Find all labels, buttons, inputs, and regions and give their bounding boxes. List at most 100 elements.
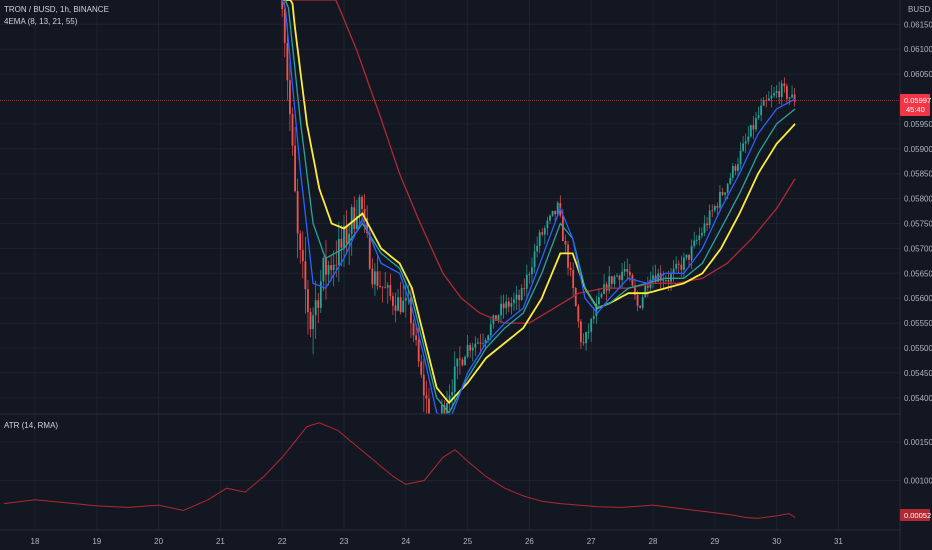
atr-legend[interactable]: ATR (14, RMA)	[4, 421, 58, 430]
candle-body-41	[386, 285, 389, 288]
candle-body-63	[443, 405, 446, 414]
ema-line-ema-8	[281, 0, 796, 415]
candle-body-2	[286, 42, 289, 81]
candle-body-156	[683, 257, 685, 270]
candle-body-106	[554, 210, 557, 215]
time-tick-label-6: 24	[401, 537, 410, 546]
price-tick-label-7: 0.05750	[904, 220, 932, 229]
candle-body-112	[569, 267, 572, 270]
candle-body-48	[404, 297, 407, 301]
candle-body-174	[729, 177, 732, 184]
candle-body-65	[448, 395, 451, 404]
candle-body-14	[317, 300, 320, 308]
price-tick-label-8: 0.05700	[904, 244, 932, 253]
candle-body-173	[726, 183, 729, 193]
candle-body-76	[477, 342, 479, 344]
time-tick-label-1: 19	[92, 537, 101, 546]
candle-body-137	[634, 285, 636, 295]
candle-body-109	[561, 215, 564, 242]
candle-body-46	[399, 297, 402, 313]
time-tick-label-7: 25	[463, 537, 472, 546]
candle-body-152	[672, 268, 675, 274]
ema-lines	[281, 0, 796, 415]
candle-body-193	[778, 91, 781, 97]
time-tick-label-5: 23	[340, 537, 349, 546]
candle-body-64	[446, 403, 448, 414]
candle-body-89	[510, 303, 513, 307]
candle-body-180	[744, 141, 747, 144]
candle-body-192	[775, 91, 778, 94]
indicator-legend[interactable]: 4EMA (8, 13, 21, 55)	[4, 17, 78, 26]
candle-body-139	[639, 305, 642, 308]
candle-body-114	[574, 288, 577, 307]
candle-body-39	[381, 286, 384, 288]
candle-body-8	[301, 249, 304, 262]
candle-body-170	[719, 191, 721, 208]
candle-body-98	[533, 251, 536, 268]
candle-body-178	[739, 150, 742, 165]
price-axis[interactable]: 0.06150 0.06100 0.06050 0.05950 0.05900 0.058…	[904, 20, 932, 403]
ema-line-ema-13	[282, 0, 796, 414]
time-axis[interactable]: 18 19 20 21 22 23 24 25 26 27 28 29 30 31	[31, 537, 844, 546]
candle-body-40	[384, 287, 387, 289]
candle-body-122	[595, 304, 598, 317]
last-price-tag: 0.05997 45:40	[900, 94, 931, 116]
candle-body-28	[353, 207, 356, 229]
price-tick-label-0: 0.06150	[904, 20, 932, 29]
time-tick-label-13: 31	[834, 537, 843, 546]
candle-body-75	[474, 343, 477, 348]
price-tick-label-4: 0.05900	[904, 145, 932, 154]
candle-body-150	[667, 280, 670, 282]
candle-body-83	[495, 315, 497, 321]
candle-body-10	[307, 289, 309, 313]
candle-body-4	[291, 114, 294, 146]
price-tick-label-1: 0.06100	[904, 45, 932, 54]
candle-body-57	[428, 398, 430, 414]
atr-value-tag: 0.00052	[900, 509, 931, 521]
symbol-title[interactable]: TRON / BUSD, 1h, BINANCE	[4, 5, 109, 14]
candle-body-7	[299, 233, 302, 250]
candle-body-24	[343, 225, 345, 248]
candle-body-142	[646, 285, 649, 288]
candle-body-154	[677, 263, 680, 265]
candle-body-153	[675, 263, 678, 269]
candle-body-197	[788, 97, 791, 99]
candle-body-157	[685, 254, 688, 258]
candle-body-163	[701, 232, 703, 236]
candle-body-92	[518, 294, 520, 300]
ema-line-ema-21	[282, 0, 796, 405]
candle-body-124	[600, 293, 603, 298]
candle-body-99	[536, 245, 539, 252]
candle-body-21	[335, 264, 338, 266]
atr-axis[interactable]: 0.00150 0.00100	[904, 438, 932, 486]
candle-body-128	[610, 276, 613, 284]
candle-body-189	[767, 98, 770, 101]
time-tick-label-4: 22	[278, 537, 287, 546]
candle-body-176	[734, 166, 737, 171]
candle-body-141	[644, 285, 647, 298]
candle-body-196	[786, 86, 788, 99]
candle-body-177	[737, 164, 739, 171]
candle-body-120	[590, 318, 593, 332]
candle-body-74	[471, 347, 474, 351]
candle-body-149	[664, 280, 667, 281]
candle-body-155	[680, 264, 683, 270]
candle-body-191	[773, 93, 775, 96]
price-tick-label-12: 0.05500	[904, 344, 932, 353]
candle-body-131	[618, 275, 621, 280]
price-tick-label-11: 0.05550	[904, 319, 932, 328]
candle-body-100	[538, 232, 541, 246]
candle-body-17	[325, 257, 327, 275]
candle-body-185	[757, 115, 760, 118]
candle-body-94	[523, 288, 526, 289]
candle-body-70	[461, 359, 464, 366]
candle-body-6	[296, 191, 299, 234]
candle-body-101	[541, 232, 544, 235]
candle-body-162	[698, 235, 701, 241]
candle-body-35	[371, 268, 374, 285]
candle-body-1	[283, 9, 286, 43]
price-tick-label-9: 0.05650	[904, 269, 932, 278]
candle-body-165	[706, 223, 708, 226]
candle-body-26	[348, 233, 351, 244]
